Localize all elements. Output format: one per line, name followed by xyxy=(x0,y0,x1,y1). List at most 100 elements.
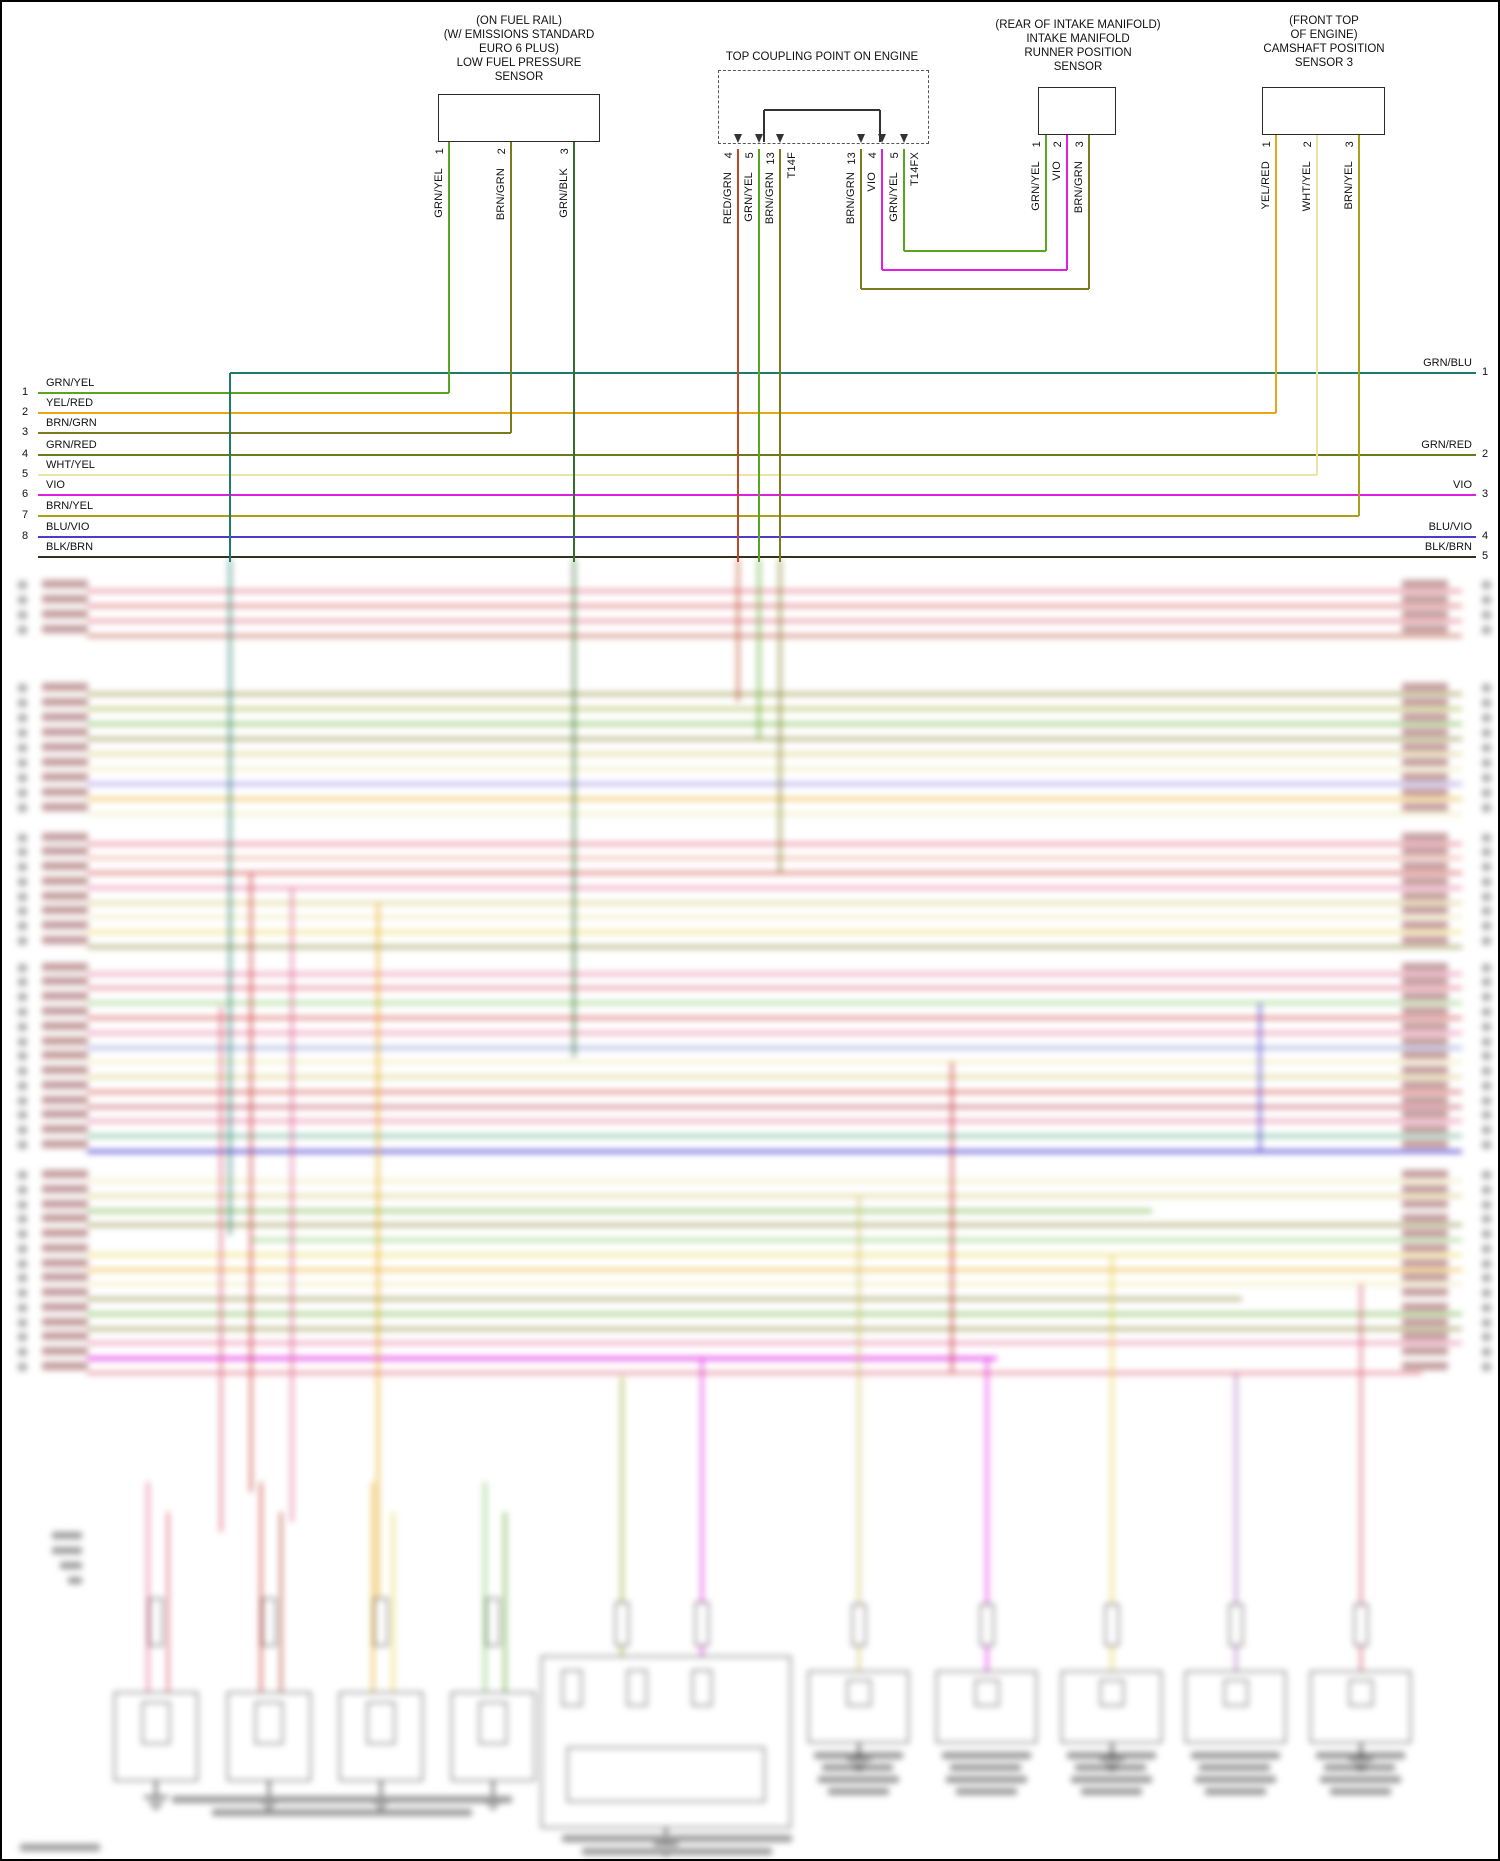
blurred-right-number xyxy=(1482,848,1491,856)
component-inner-symbol xyxy=(692,1670,712,1706)
blurred-right-label xyxy=(1402,992,1448,1000)
blurred-right-number xyxy=(1482,1363,1491,1371)
blurred-right-label xyxy=(1402,1081,1448,1089)
blurred-left-label xyxy=(42,1288,88,1296)
blurred-wire xyxy=(87,1091,1462,1093)
blurred-left-label xyxy=(42,1273,88,1281)
blurred-right-label xyxy=(1402,1303,1448,1311)
ground-symbol xyxy=(1111,1743,1113,1759)
component-feed-wire xyxy=(986,1358,988,1671)
ground-symbol xyxy=(266,1807,272,1809)
blurred-wire xyxy=(87,798,1462,800)
component-feed-wire xyxy=(260,1482,262,1692)
blurred-left-label xyxy=(42,1037,88,1045)
component-feed-wire xyxy=(372,1482,374,1692)
blurred-left-number xyxy=(18,978,27,986)
blurred-right-number xyxy=(1482,699,1491,707)
blurred-wire xyxy=(737,559,739,702)
coupling-dashed-boundary xyxy=(718,70,929,144)
blurred-left-number xyxy=(18,1201,27,1209)
right-pin-number: 5 xyxy=(1482,550,1489,562)
blurred-left-number xyxy=(18,684,27,692)
blurred-caption-text xyxy=(1081,1788,1142,1795)
ground-symbol xyxy=(856,1769,862,1771)
component-feed-wire xyxy=(1235,1373,1237,1671)
blurred-right-number xyxy=(1482,1245,1491,1253)
bus-wire-GRN/RED xyxy=(38,454,1476,456)
blurred-wire xyxy=(87,1269,1462,1271)
right-pin-number: 3 xyxy=(1482,488,1489,500)
blurred-right-label xyxy=(1402,1110,1448,1118)
blurred-left-number xyxy=(18,922,27,930)
camshaft-position-sensor-3-caption: OF ENGINE) xyxy=(1290,29,1358,41)
blurred-left-number xyxy=(18,1111,27,1119)
blurred-left-label xyxy=(42,921,88,929)
blurred-right-label xyxy=(1402,936,1448,944)
blurred-left-label xyxy=(42,1332,88,1340)
blurred-left-number xyxy=(18,1052,27,1060)
blurred-caption-text xyxy=(818,1776,899,1783)
left-pin-number: 1 xyxy=(22,386,29,398)
blurred-wire xyxy=(87,1328,1462,1330)
blurred-right-number xyxy=(1482,626,1491,634)
inline-connector-symbol xyxy=(852,1604,866,1646)
bus-wire-BLK/BRN xyxy=(38,556,1476,558)
blurred-caption-text xyxy=(956,1788,1017,1795)
blurred-wire xyxy=(87,1061,1462,1063)
jumper-wire xyxy=(860,149,862,289)
blurred-right-label xyxy=(1402,1007,1448,1015)
blurred-wire xyxy=(87,768,1462,770)
blurred-left-label xyxy=(42,683,88,691)
left-wire-label: GRN/YEL xyxy=(46,377,95,389)
blurred-right-label xyxy=(1402,683,1448,691)
blurred-wire xyxy=(252,1239,1462,1241)
low-fuel-pressure-sensor-caption: SENSOR xyxy=(494,71,544,83)
component-feed-wire xyxy=(280,1512,282,1692)
blurred-left-label xyxy=(42,892,88,900)
ground-symbol xyxy=(858,1743,860,1759)
left-pin-number: 3 xyxy=(22,426,29,438)
blurred-right-number xyxy=(1482,1008,1491,1016)
blurred-right-label xyxy=(1402,1200,1448,1208)
blurred-wire xyxy=(87,693,1462,695)
component-feed-wire xyxy=(1111,1255,1113,1671)
blurred-right-number xyxy=(1482,1201,1491,1209)
blurred-left-label xyxy=(42,698,88,706)
blurred-wire xyxy=(87,1195,1462,1197)
blurred-right-label xyxy=(1402,977,1448,985)
jumper-wire xyxy=(881,149,883,270)
blurred-wire xyxy=(87,1283,1462,1285)
component-feed-wire xyxy=(147,1482,149,1692)
pin-drop-wire xyxy=(737,149,739,562)
left-pin-number: 2 xyxy=(22,406,29,418)
blurred-wire xyxy=(87,1120,1462,1122)
blurred-left-label xyxy=(42,1170,88,1178)
coupling-pin-wire-label: VIO xyxy=(866,172,878,192)
blurred-left-number xyxy=(18,1348,27,1356)
component-feed-wire xyxy=(1360,1284,1362,1671)
blurred-caption-text xyxy=(562,1835,792,1842)
blurred-right-label xyxy=(1402,921,1448,929)
jumper-wire xyxy=(882,269,1067,271)
blurred-left-number xyxy=(18,1215,27,1223)
blurred-caption-text xyxy=(1205,1788,1266,1795)
coupling-pin-wire-label: BRN/GRN xyxy=(845,172,857,225)
blurred-wire xyxy=(573,559,575,1057)
left-pin-number: 5 xyxy=(22,468,29,480)
blurred-right-number xyxy=(1482,1260,1491,1268)
blurred-right-label xyxy=(1402,1288,1448,1296)
blurred-left-label xyxy=(42,580,88,588)
blurred-right-number xyxy=(1482,729,1491,737)
blurred-caption-text xyxy=(52,1532,82,1539)
coupling-pin-wire-label: RED/GRN xyxy=(722,172,734,225)
blurred-right-number xyxy=(1482,804,1491,812)
blurred-left-number xyxy=(18,1333,27,1341)
blurred-right-number xyxy=(1482,993,1491,1001)
blurred-right-number xyxy=(1482,1097,1491,1105)
component-feed-wire xyxy=(621,1377,623,1656)
component-feed-wire xyxy=(701,1358,703,1656)
ground-symbol xyxy=(153,1807,159,1809)
blurred-left-label xyxy=(42,610,88,618)
blurred-wire xyxy=(87,1342,1462,1344)
coupling-pin-arrow-icon xyxy=(776,134,784,143)
